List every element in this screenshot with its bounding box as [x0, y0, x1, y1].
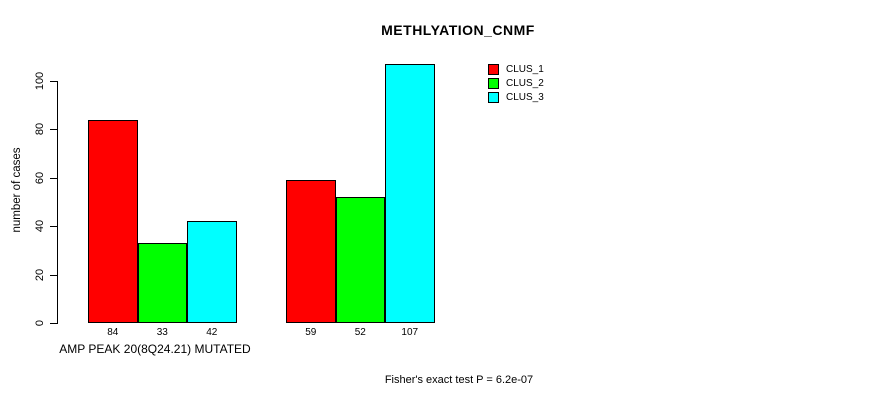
clus-3-swatch — [488, 91, 499, 103]
bar-clus_3-group1 — [187, 221, 237, 323]
legend-item-clus-1: CLUS_1 — [488, 62, 544, 76]
clus-2-label: CLUS_2 — [506, 77, 544, 89]
legend-item-clus-2: CLUS_2 — [488, 76, 544, 90]
bar-value-label: 52 — [354, 327, 366, 338]
y-axis-tick — [50, 129, 57, 131]
clus-3-label: CLUS_3 — [506, 91, 544, 103]
y-axis-tick — [50, 226, 57, 228]
legend: CLUS_1 CLUS_2 CLUS_3 — [488, 62, 544, 104]
clus-2-swatch — [488, 77, 499, 89]
y-axis-tick-label: 80 — [34, 123, 46, 136]
bar-clus_3-group2 — [385, 64, 435, 323]
y-axis-tick — [50, 177, 57, 179]
bar-value-label: 84 — [107, 327, 119, 338]
x-axis-title: AMP PEAK 20(8Q24.21) MUTATED — [59, 342, 251, 356]
y-axis-line — [57, 81, 58, 324]
clus-1-swatch — [488, 63, 499, 75]
y-axis-tick-label: 40 — [34, 220, 46, 233]
chart-title: METHLYATION_CNMF — [381, 22, 535, 38]
legend-item-clus-3: CLUS_3 — [488, 90, 544, 104]
y-axis-tick — [50, 81, 57, 82]
y-axis-tick-label: 20 — [34, 268, 46, 281]
y-axis-tick-label: 100 — [34, 71, 46, 91]
y-axis-tick-label: 60 — [34, 171, 46, 184]
bar-clus_2-group1 — [137, 243, 187, 323]
bar-clus_2-group2 — [335, 197, 385, 323]
y-axis-tick-label: 0 — [34, 319, 46, 327]
clus-1-label: CLUS_1 — [506, 63, 544, 75]
bar-value-label: 107 — [401, 327, 419, 338]
bar-clus_1-group2 — [286, 180, 336, 323]
fisher-test-annotation: Fisher's exact test P = 6.2e-07 — [384, 374, 534, 386]
y-axis-title: number of cases — [11, 147, 23, 233]
bar-value-label: 42 — [206, 327, 218, 338]
y-axis-tick — [50, 274, 57, 276]
bar-clus_1-group1 — [88, 119, 138, 323]
bar-value-label: 59 — [305, 327, 317, 338]
y-axis-tick — [50, 323, 57, 324]
bar-value-label: 33 — [156, 327, 168, 338]
